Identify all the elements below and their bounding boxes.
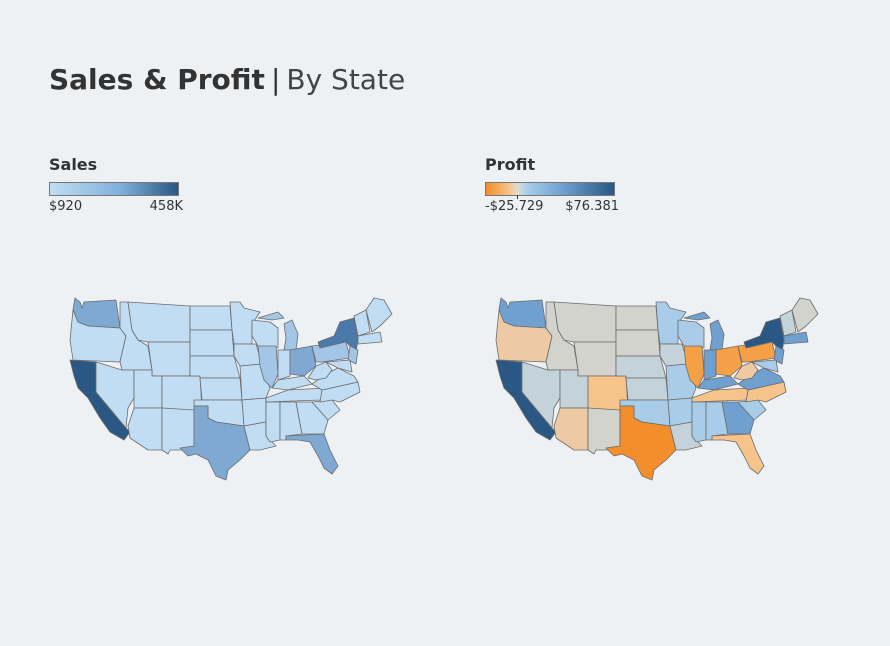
sales-legend-max: 458K bbox=[149, 199, 183, 214]
state-ohio[interactable] bbox=[715, 345, 743, 377]
state-montana[interactable] bbox=[127, 301, 191, 343]
state-massachusetts-ct-ri[interactable] bbox=[357, 331, 383, 345]
state-arkansas[interactable] bbox=[241, 397, 267, 427]
state-georgia[interactable] bbox=[295, 401, 329, 435]
state-south-dakota[interactable] bbox=[189, 329, 235, 357]
state-kansas[interactable] bbox=[625, 377, 669, 401]
state-wisconsin[interactable] bbox=[677, 319, 705, 349]
title-sales-profit: Sales & Profit bbox=[49, 63, 265, 96]
state-arkansas[interactable] bbox=[667, 397, 693, 427]
state-mississippi[interactable] bbox=[691, 401, 707, 443]
state-vermont-new-hampshire[interactable] bbox=[353, 309, 371, 337]
state-florida[interactable] bbox=[285, 433, 339, 475]
state-nevada[interactable] bbox=[95, 361, 135, 429]
state-maine[interactable] bbox=[365, 297, 393, 333]
state-indiana[interactable] bbox=[277, 349, 291, 381]
profit-legend-title: Profit bbox=[485, 155, 536, 174]
state-florida[interactable] bbox=[711, 433, 765, 475]
state-wyoming[interactable] bbox=[147, 341, 191, 377]
state-nebraska[interactable] bbox=[615, 355, 667, 379]
state-massachusetts-ct-ri[interactable] bbox=[783, 331, 809, 345]
state-arizona[interactable] bbox=[553, 407, 589, 451]
state-maine[interactable] bbox=[791, 297, 819, 333]
state-south-dakota[interactable] bbox=[615, 329, 661, 357]
state-nebraska[interactable] bbox=[189, 355, 241, 379]
sales-legend: Sales $920 458K bbox=[49, 155, 183, 214]
state-new-jersey[interactable] bbox=[347, 345, 359, 365]
state-new-jersey[interactable] bbox=[773, 345, 785, 365]
state-utah[interactable] bbox=[133, 369, 163, 409]
state-kentucky[interactable] bbox=[271, 375, 313, 391]
profit-legend-min: -$25.729 bbox=[485, 199, 544, 214]
state-georgia[interactable] bbox=[721, 401, 755, 435]
state-montana[interactable] bbox=[553, 301, 617, 343]
profit-legend: Profit -$25.729 $76.381 bbox=[485, 155, 619, 214]
state-mississippi[interactable] bbox=[265, 401, 281, 443]
state-north-dakota[interactable] bbox=[189, 305, 233, 331]
profit-legend-max: $76.381 bbox=[565, 199, 619, 214]
sales-legend-min: $920 bbox=[49, 199, 83, 214]
sales-legend-labels: $920 458K bbox=[49, 199, 183, 214]
state-texas[interactable] bbox=[179, 405, 251, 481]
state-nevada[interactable] bbox=[521, 361, 561, 429]
state-kentucky[interactable] bbox=[697, 375, 739, 391]
state-utah[interactable] bbox=[559, 369, 589, 409]
profit-map bbox=[495, 297, 819, 481]
profit-legend-labels: -$25.729 $76.381 bbox=[485, 199, 619, 214]
title-by-state: By State bbox=[286, 63, 406, 96]
state-north-dakota[interactable] bbox=[615, 305, 659, 331]
state-tennessee[interactable] bbox=[691, 387, 753, 403]
state-kansas[interactable] bbox=[199, 377, 243, 401]
state-wisconsin[interactable] bbox=[251, 319, 279, 349]
state-ohio[interactable] bbox=[289, 345, 317, 377]
sales-map bbox=[69, 297, 393, 481]
state-tennessee[interactable] bbox=[265, 387, 327, 403]
state-wyoming[interactable] bbox=[573, 341, 617, 377]
state-vermont-new-hampshire[interactable] bbox=[779, 309, 797, 337]
page-title: Sales & Profit | By State bbox=[49, 60, 405, 100]
state-maryland[interactable] bbox=[751, 359, 779, 373]
title-separator: | bbox=[270, 63, 281, 96]
profit-zero-tick bbox=[517, 195, 518, 199]
state-arizona[interactable] bbox=[127, 407, 163, 451]
sales-legend-title: Sales bbox=[49, 155, 98, 174]
profit-color-ramp bbox=[485, 182, 615, 196]
state-maryland[interactable] bbox=[325, 359, 353, 373]
state-texas[interactable] bbox=[605, 405, 677, 481]
state-indiana[interactable] bbox=[703, 349, 717, 381]
sales-color-ramp bbox=[49, 182, 179, 196]
